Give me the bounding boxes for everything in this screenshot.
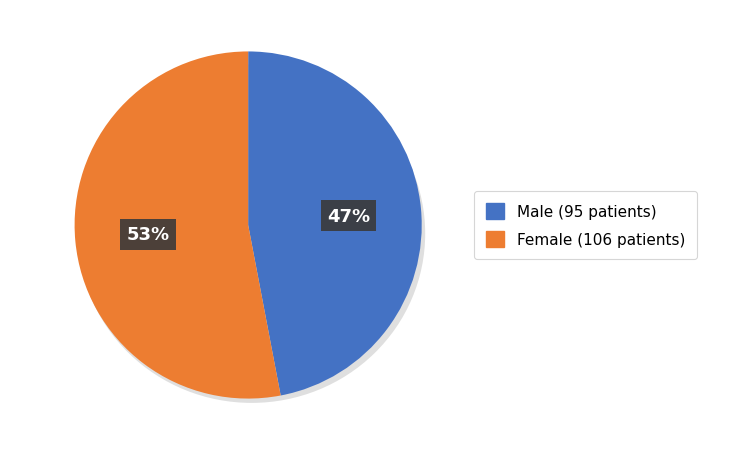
Legend: Male (95 patients), Female (106 patients): Male (95 patients), Female (106 patients… xyxy=(474,191,697,260)
Text: 47%: 47% xyxy=(327,207,370,225)
Wedge shape xyxy=(74,52,280,399)
Text: 53%: 53% xyxy=(126,226,169,244)
Wedge shape xyxy=(248,52,422,396)
Ellipse shape xyxy=(78,65,425,403)
